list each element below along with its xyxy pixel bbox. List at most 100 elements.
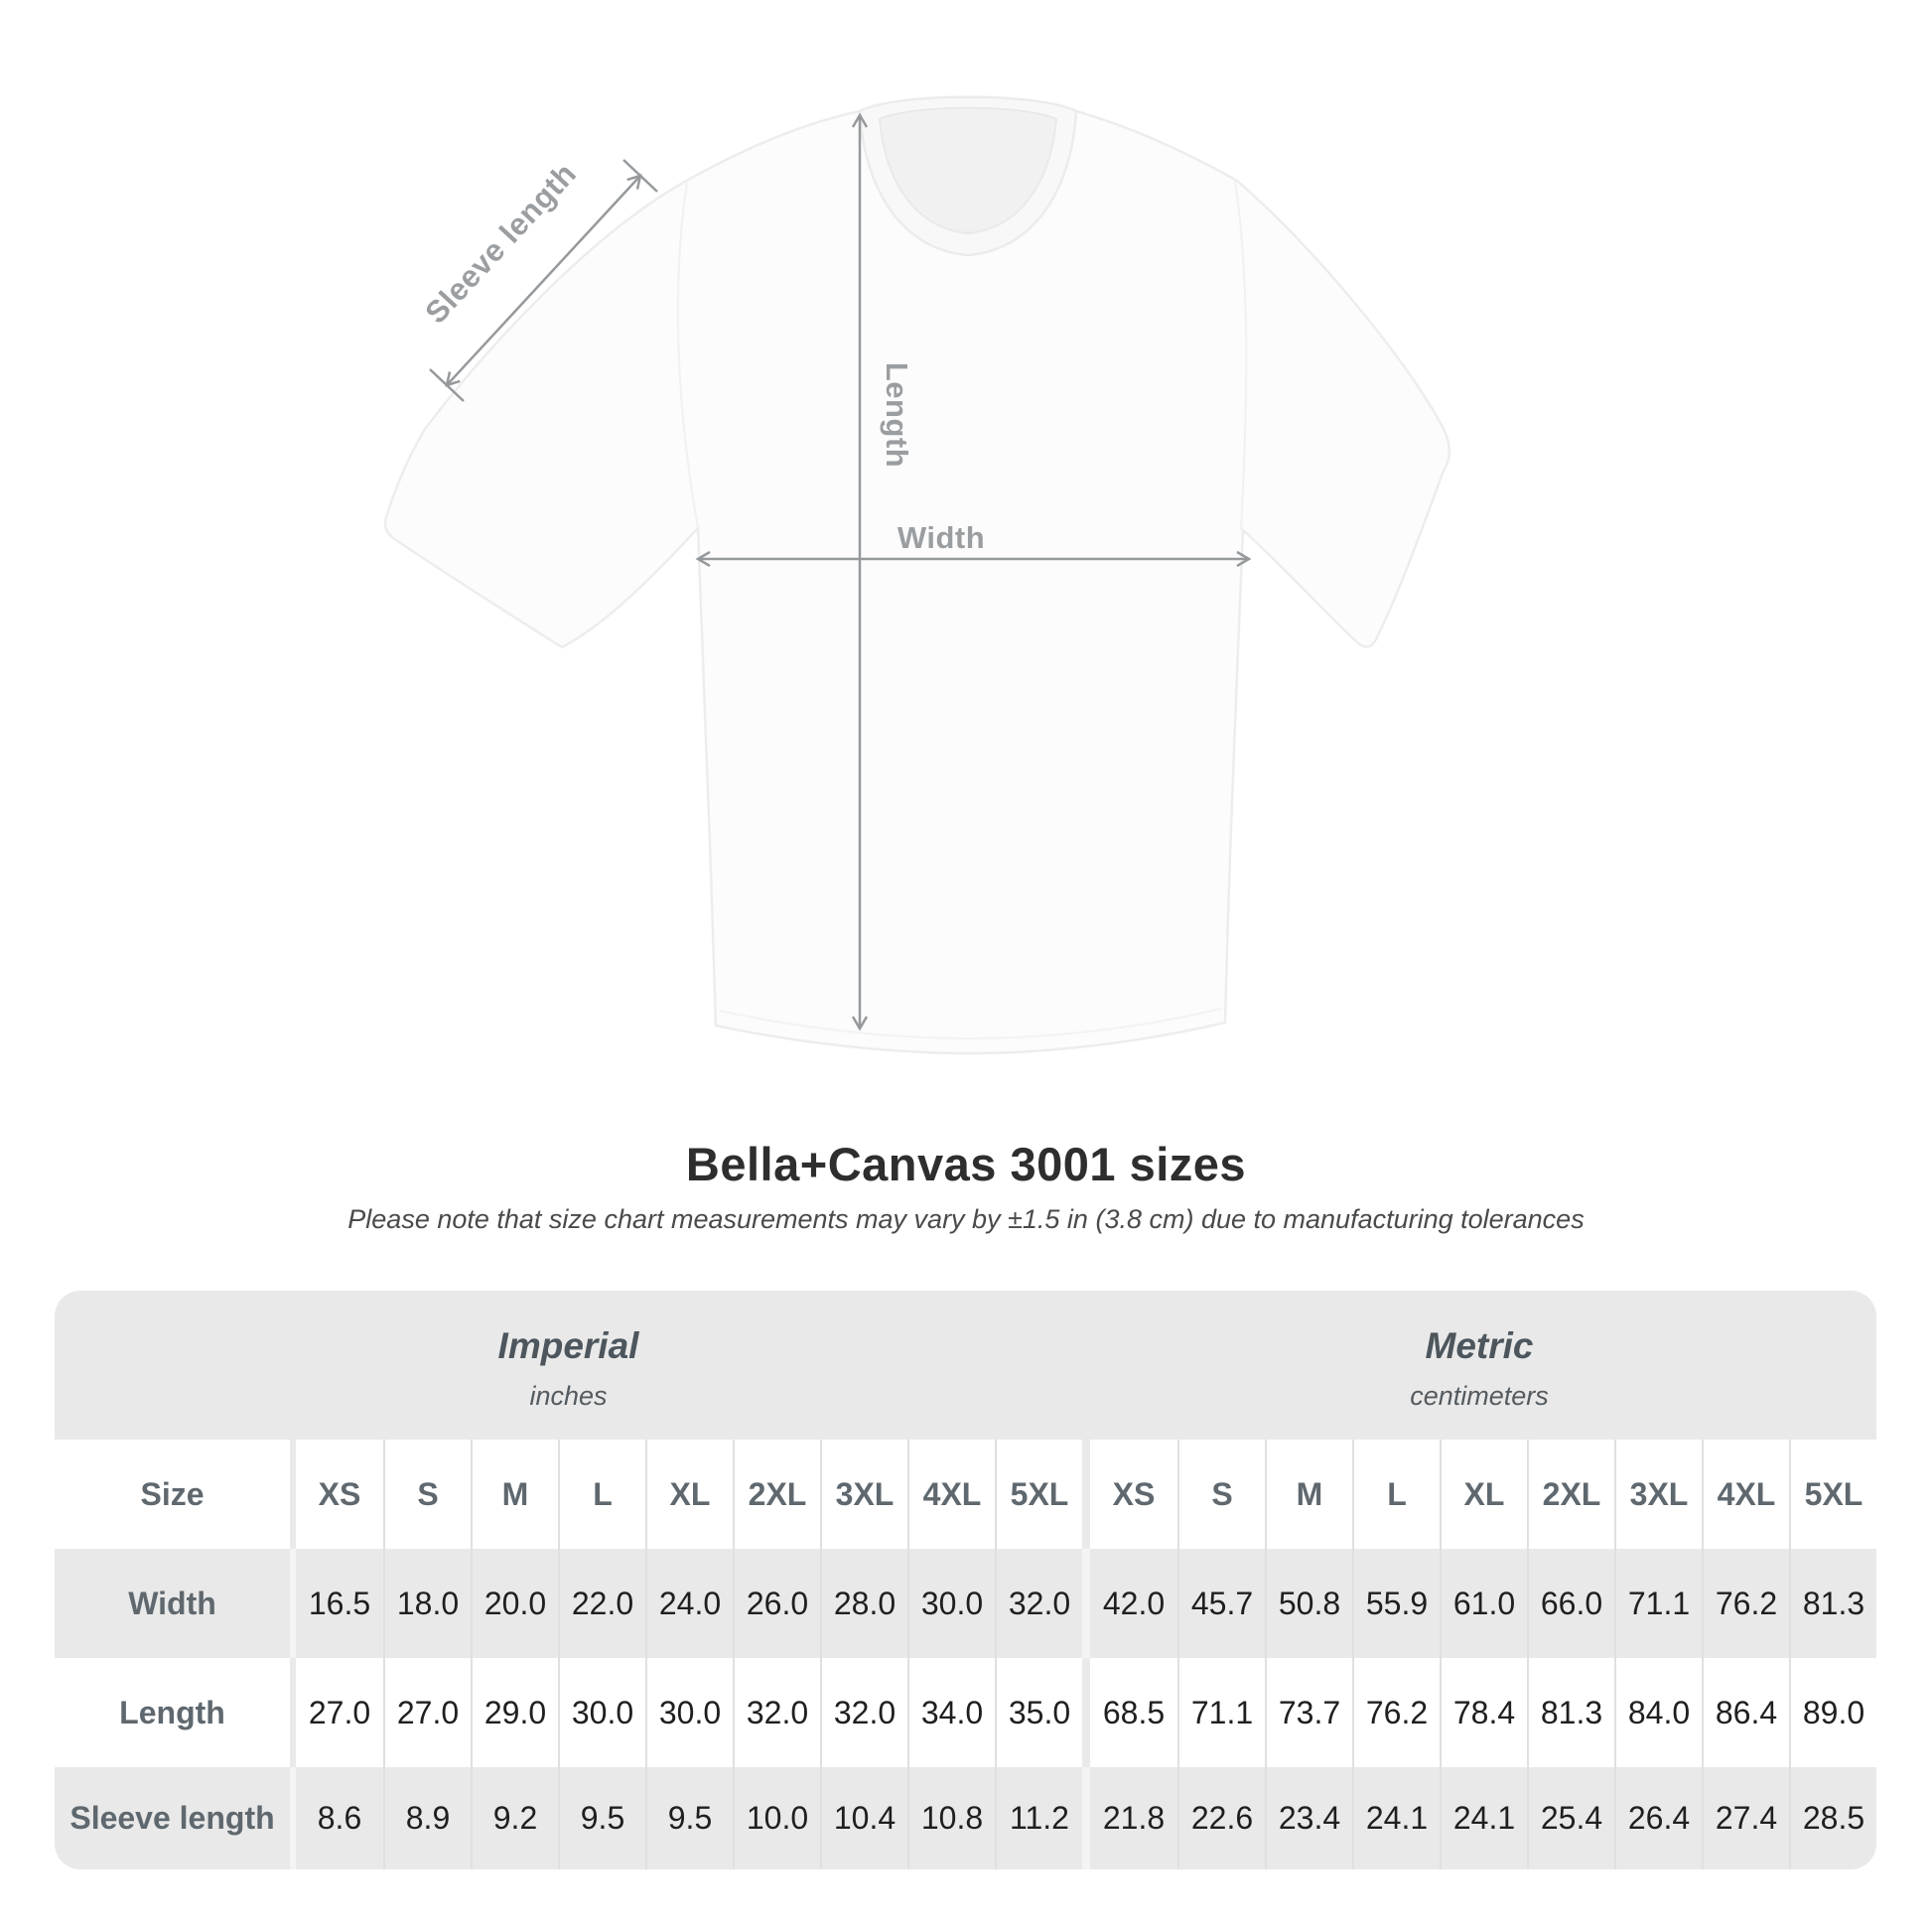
left-armhole-seam: [676, 182, 699, 529]
sleeve-length-dimension-arrow: [445, 174, 642, 387]
collar-opening: [878, 106, 1058, 235]
sleeve-length-end-tick: [622, 159, 658, 193]
right-armhole-seam: [1234, 180, 1248, 531]
value-cell: 18.0: [383, 1549, 471, 1658]
value-cell: 84.0: [1614, 1658, 1702, 1767]
value-cell: 10.4: [820, 1767, 907, 1869]
value-cell: 30.0: [907, 1549, 995, 1658]
value-cell: 21.8: [1102, 1800, 1166, 1836]
size-header-cell: 4XL: [907, 1440, 995, 1549]
value-cell: 32.0: [820, 1658, 907, 1767]
imperial-unit: inches: [529, 1380, 608, 1411]
value-cell: 22.6: [1177, 1767, 1265, 1869]
value-cell: 24.1: [1352, 1767, 1440, 1869]
value-cell: 8.9: [383, 1767, 471, 1869]
value-cell: 55.9: [1352, 1549, 1440, 1658]
value-cell: 16.5: [308, 1585, 371, 1621]
size-column-header: Size: [140, 1475, 205, 1512]
value-cell: 73.7: [1265, 1658, 1352, 1767]
value-cell: 71.1: [1177, 1658, 1265, 1767]
table-row: Width 16.5 18.0 20.0 22.0 24.0 26.0 28.0 30.0 32.…: [55, 1549, 1876, 1658]
value-cell: 26.0: [733, 1549, 820, 1658]
group-gap: [290, 1658, 296, 1767]
value-cell: 10.8: [907, 1767, 995, 1869]
group-gap: [1082, 1440, 1090, 1549]
value-cell: 24.0: [645, 1549, 733, 1658]
row-label: Width: [128, 1585, 216, 1621]
value-cell: 42.0: [1102, 1585, 1166, 1621]
size-header-cell: XS: [318, 1475, 361, 1512]
value-cell: 81.3: [1789, 1549, 1876, 1658]
group-gap: [290, 1767, 296, 1869]
page-title: Bella+Canvas 3001 sizes: [685, 1138, 1247, 1190]
size-header-cell: M: [471, 1440, 558, 1549]
imperial-label: Imperial: [497, 1324, 639, 1366]
size-header-cell: 5XL: [1789, 1440, 1876, 1549]
value-cell: 35.0: [995, 1658, 1082, 1767]
group-gap: [290, 1549, 296, 1658]
value-cell: 23.4: [1265, 1767, 1352, 1869]
size-header-cell: XL: [645, 1440, 733, 1549]
size-header-cell: M: [1265, 1440, 1352, 1549]
value-cell: 27.0: [383, 1658, 471, 1767]
page-subtitle: Please note that size chart measurements…: [347, 1204, 1585, 1234]
value-cell: 28.0: [820, 1549, 907, 1658]
group-gap: [1082, 1549, 1090, 1658]
value-cell: 78.4: [1440, 1658, 1527, 1767]
size-header-cell: 2XL: [1527, 1440, 1614, 1549]
unit-group-band: Imperial inches Metric centimeters: [55, 1291, 1876, 1440]
value-cell: 76.2: [1702, 1549, 1789, 1658]
row-label: Length: [119, 1694, 225, 1730]
value-cell: 86.4: [1702, 1658, 1789, 1767]
value-cell: 76.2: [1352, 1658, 1440, 1767]
value-cell: 27.0: [308, 1694, 371, 1730]
size-header-cell: L: [1352, 1440, 1440, 1549]
tshirt-body: [383, 95, 1450, 1055]
width-label: Width: [897, 520, 985, 555]
value-cell: 34.0: [907, 1658, 995, 1767]
value-cell: 50.8: [1265, 1549, 1352, 1658]
value-cell: 25.4: [1527, 1767, 1614, 1869]
value-cell: 27.4: [1702, 1767, 1789, 1869]
imperial-group-header: Imperial inches: [55, 1291, 1082, 1440]
table-row: Sleeve length 8.6 8.9 9.2 9.5 9.5 10.0 10.4 10.8…: [55, 1767, 1876, 1869]
value-cell: 32.0: [733, 1658, 820, 1767]
value-cell: 71.1: [1614, 1549, 1702, 1658]
value-cell: 10.0: [733, 1767, 820, 1869]
value-cell: 30.0: [645, 1658, 733, 1767]
size-table: Imperial inches Metric centimeters Size X…: [55, 1291, 1876, 1869]
value-cell: 45.7: [1177, 1549, 1265, 1658]
size-header-cell: 3XL: [1614, 1440, 1702, 1549]
row-label: Sleeve length: [69, 1800, 275, 1836]
value-cell: 9.5: [645, 1767, 733, 1869]
size-header-cell: XL: [1440, 1440, 1527, 1549]
bottom-hem-seam: [718, 1008, 1222, 1040]
value-cell: 30.0: [558, 1658, 645, 1767]
value-cell: 61.0: [1440, 1549, 1527, 1658]
metric-unit: centimeters: [1410, 1380, 1549, 1411]
value-cell: 81.3: [1527, 1658, 1614, 1767]
value-cell: 24.1: [1440, 1767, 1527, 1869]
metric-label: Metric: [1425, 1324, 1534, 1366]
value-cell: 28.5: [1789, 1767, 1876, 1869]
value-cell: 68.5: [1102, 1694, 1166, 1730]
size-header-cell: S: [1177, 1440, 1265, 1549]
tshirt-measurement-diagram: Width Length Sleeve length: [383, 95, 1450, 1055]
size-header-cell: S: [383, 1440, 471, 1549]
size-header-cell: 4XL: [1702, 1440, 1789, 1549]
size-header-cell: XS: [1112, 1475, 1156, 1512]
size-header-cell: 5XL: [995, 1440, 1082, 1549]
value-cell: 9.5: [558, 1767, 645, 1869]
table-row: Length 27.0 27.0 29.0 30.0 30.0 32.0 32.0 34.0 35…: [55, 1658, 1876, 1767]
group-gap: [1082, 1658, 1090, 1767]
value-cell: 20.0: [471, 1549, 558, 1658]
value-cell: 32.0: [995, 1549, 1082, 1658]
size-header-row: Size XS S M L XL 2XL 3XL 4XL 5XL XS S M L XL 2XL 3XL 4XL 5…: [55, 1440, 1876, 1549]
length-label: Length: [880, 362, 914, 468]
value-cell: 11.2: [995, 1767, 1082, 1869]
group-gap: [290, 1440, 296, 1549]
value-cell: 66.0: [1527, 1549, 1614, 1658]
group-gap: [1082, 1767, 1090, 1869]
value-cell: 26.4: [1614, 1767, 1702, 1869]
value-cell: 29.0: [471, 1658, 558, 1767]
